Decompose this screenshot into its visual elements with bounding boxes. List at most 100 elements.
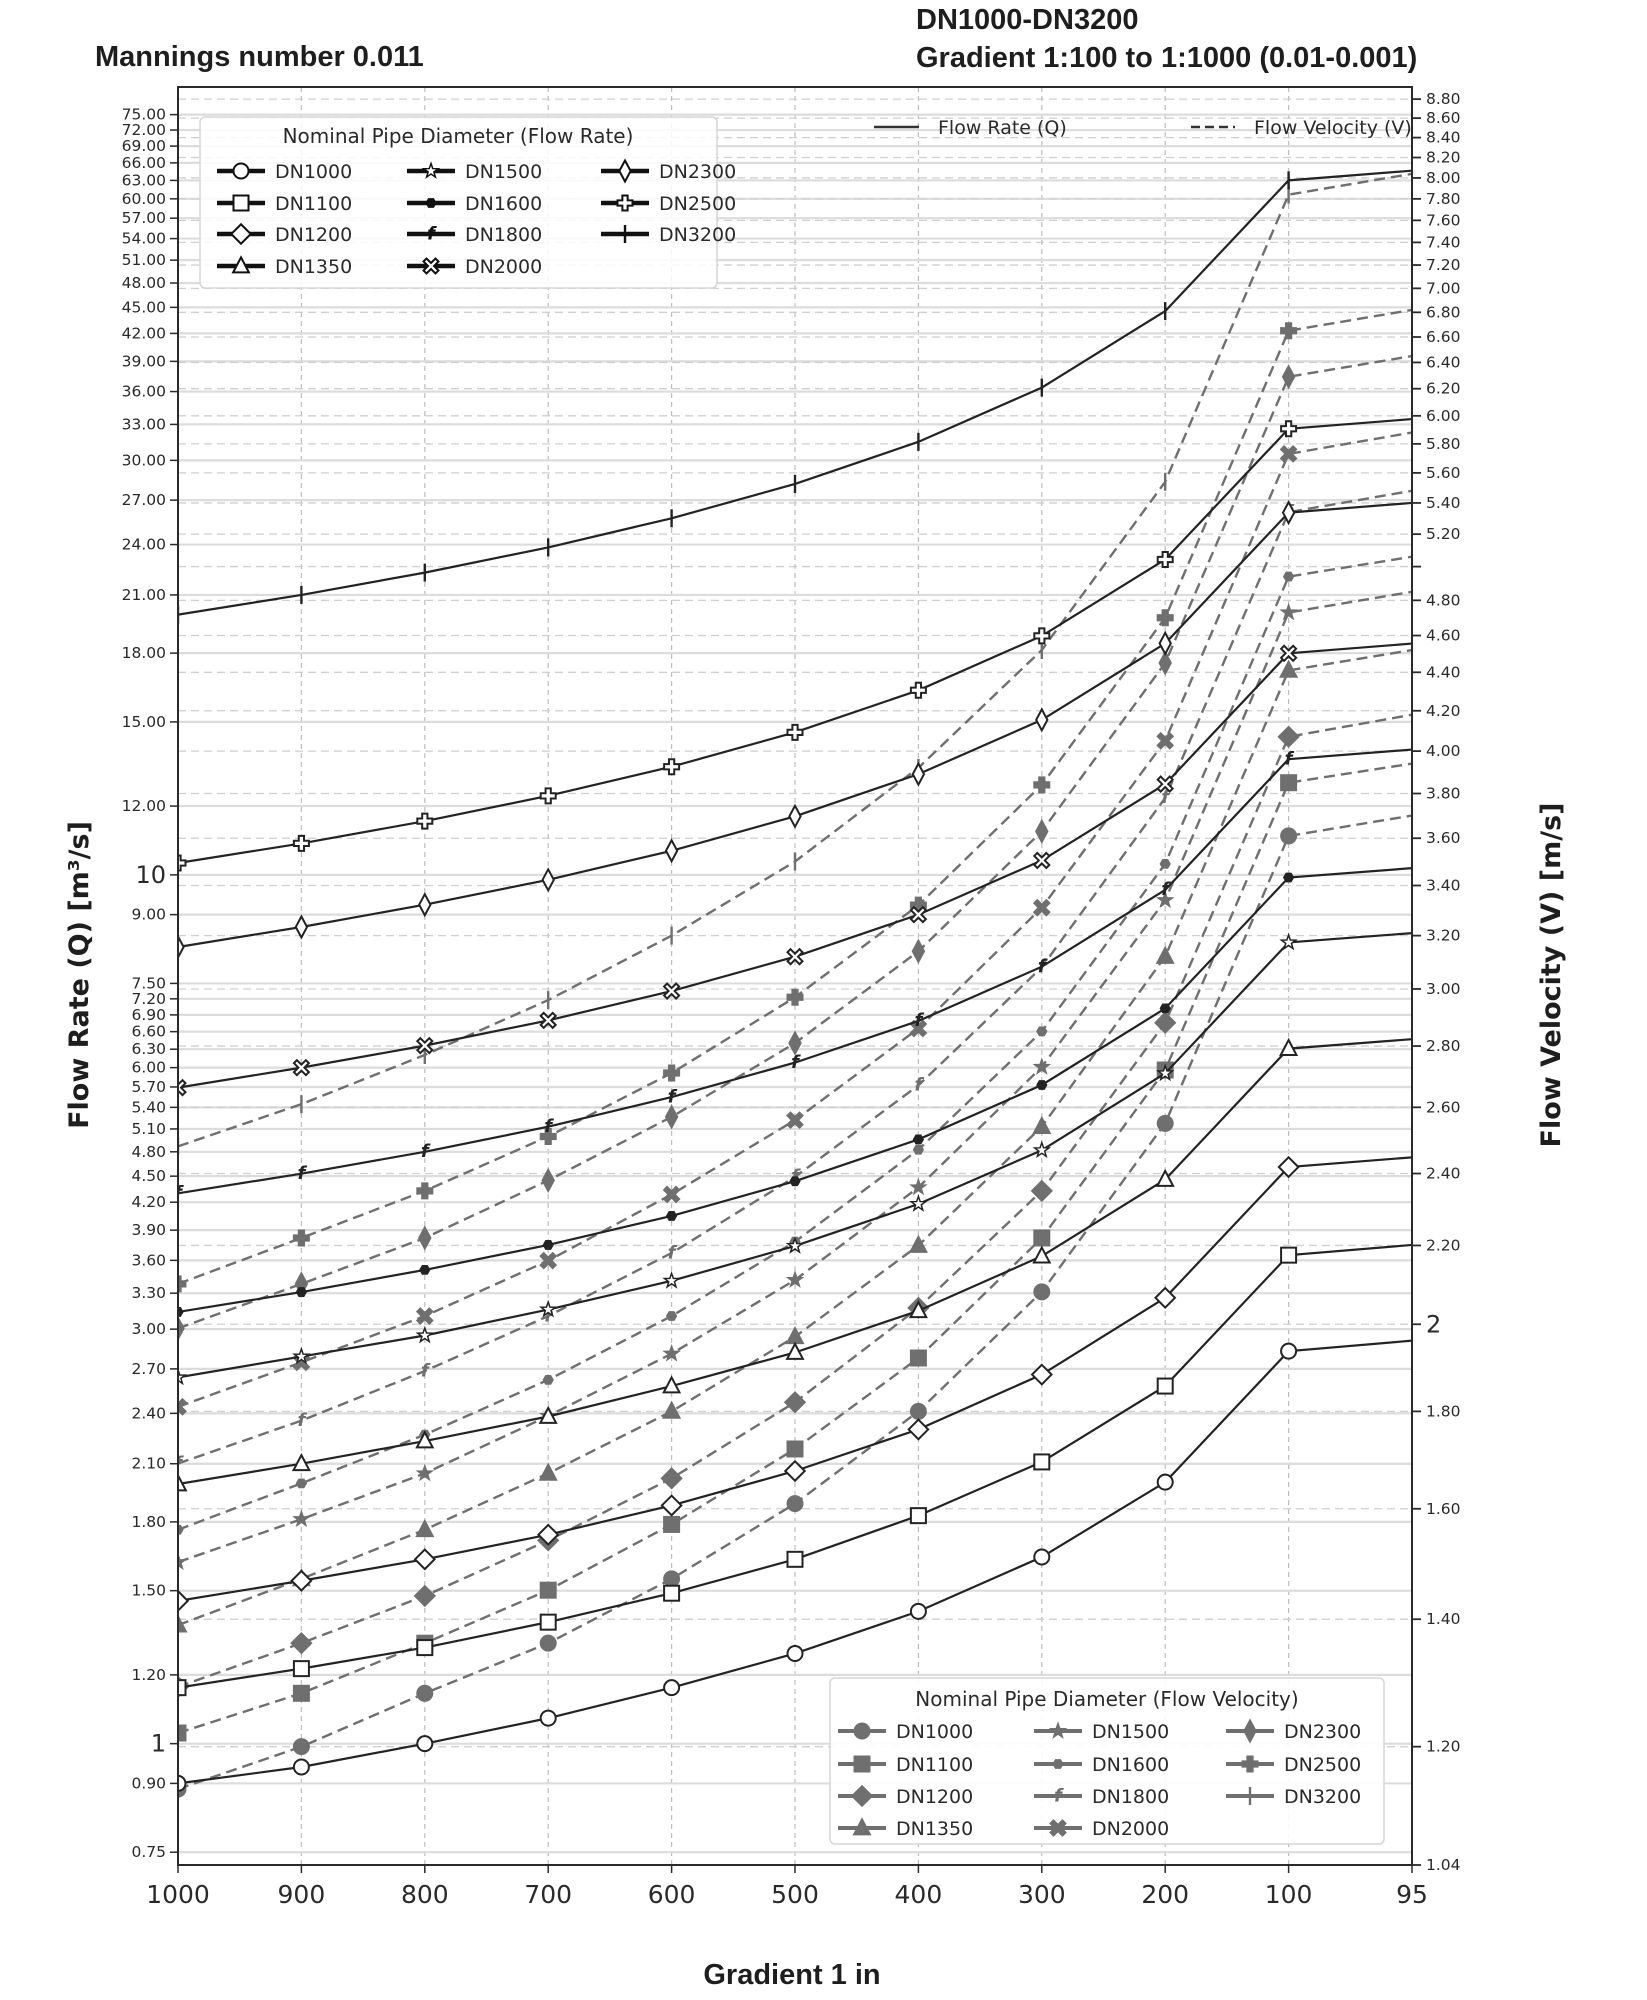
y2-tick-label: 6.60 (1426, 328, 1461, 346)
flow-rate-point (178, 854, 187, 872)
flow-rate-point (785, 1341, 805, 1360)
y2-tick-label: 3.40 (1426, 876, 1461, 894)
flow-rate-series-dn1100 (178, 1243, 1412, 1697)
flow-rate-point (415, 1325, 435, 1344)
y2-tick-label: 3.00 (1426, 980, 1461, 998)
legend-flow-velocity-title: Nominal Pipe Diameter (Flow Velocity) (915, 1687, 1298, 1711)
velocity-point (1279, 602, 1298, 621)
flow-rate-legend-marker (425, 198, 437, 208)
velocity-point (785, 1325, 805, 1345)
flow-rate-point (664, 838, 679, 864)
velocity-legend-label: DN1350 (896, 1818, 973, 1840)
flow-rate-point (1156, 1473, 1174, 1491)
velocity-point (292, 1509, 311, 1528)
y-tick-label: 6.90 (131, 1006, 166, 1024)
y2-tick-label: 2.80 (1426, 1037, 1461, 1055)
y2-tick-label: 6.20 (1426, 380, 1461, 398)
velocity-legend-marker (1241, 1755, 1259, 1773)
flow-rate-point (909, 1507, 927, 1525)
velocity-point (415, 1307, 434, 1325)
velocity-legend-marker (1243, 1718, 1257, 1744)
flow-rate-point (1158, 630, 1172, 656)
flow-rate-point (415, 1430, 435, 1449)
flow-rate-legend-label: DN2000 (465, 256, 542, 278)
y-tick-label: 18.00 (122, 644, 166, 662)
y-tick-label: 5.70 (131, 1078, 166, 1096)
flow-rate-legend-item: f DN1800 (407, 223, 542, 246)
velocity-point (1279, 444, 1298, 463)
flow-rate-legend-label: DN1600 (465, 193, 542, 215)
flow-rate-point (1033, 1548, 1051, 1566)
flow-rate-point (419, 1265, 431, 1275)
velocity-series-dn1000 (178, 814, 1412, 1798)
velocity-legend-label: DN3200 (1284, 1786, 1361, 1808)
y-tick-label: 33.00 (122, 415, 166, 433)
flow-rate-point (1281, 500, 1296, 526)
flow-rate-point (1156, 1377, 1174, 1395)
y2-tick-label: 8.40 (1426, 129, 1461, 147)
velocity-point (539, 1634, 557, 1652)
flow-rate-point (178, 1078, 187, 1097)
velocity-point (295, 1478, 308, 1489)
flow-rate-legend-marker (421, 161, 441, 179)
flow-rate-point (788, 803, 802, 829)
legend-flow-rate-title: Nominal Pipe Diameter (Flow Rate) (283, 124, 634, 148)
flow-rate-legend-marker (422, 257, 440, 275)
velocity-legend-item: DN2500 (1226, 1754, 1361, 1776)
flow-rate-point (1155, 1168, 1175, 1187)
legend-flow-rate: Nominal Pipe Diameter (Flow Rate) DN1000… (199, 116, 736, 289)
velocity-point (290, 1632, 313, 1655)
flow-rate-series-dn2500 (178, 417, 1412, 872)
flow-rate-point: f (1038, 956, 1048, 977)
legend-line-style: Flow Rate (Q) Flow Velocity (V) (874, 117, 1412, 139)
velocity-legend-item: DN1200 (838, 1784, 973, 1808)
y-tick-label: 24.00 (122, 536, 166, 554)
velocity-legend-label: DN2300 (1284, 1721, 1361, 1743)
flow-rate-legend-item: DN2000 (407, 256, 542, 278)
velocity-legend-item: DN2300 (1226, 1718, 1361, 1744)
flow-rate-point (909, 905, 928, 924)
flow-rate-legend-label: DN1100 (275, 193, 352, 215)
velocity-point (662, 1185, 681, 1204)
y-tick-label: 27.00 (122, 491, 166, 509)
velocity-point (539, 1251, 558, 1270)
flow-rate-point (909, 681, 927, 699)
flow-rate-legend-marker: f (427, 223, 437, 244)
y2-tick-label: 7.80 (1426, 190, 1461, 208)
chart-title-right-line2: Gradient 1:100 to 1:1000 (0.01-0.001) (916, 42, 1417, 74)
flow-rate-point (1033, 1453, 1051, 1471)
velocity-point (786, 1440, 804, 1458)
velocity-point (660, 1467, 683, 1490)
flow-rate-point (1032, 851, 1051, 870)
flow-rate-point (178, 1367, 188, 1386)
flow-rate-point (1033, 627, 1051, 645)
flow-rate-point (1030, 1363, 1053, 1386)
x-tick-label: 800 (401, 1880, 449, 1909)
flow-rate-point (538, 1299, 558, 1318)
velocity-point (416, 1182, 434, 1200)
y-tick-label: 63.00 (122, 171, 166, 189)
velocity-legend-label: DN1500 (1092, 1721, 1169, 1743)
y-tick-label: 4.20 (131, 1193, 166, 1211)
flow-rate-legend-label: DN1350 (275, 256, 352, 278)
velocity-point (539, 1127, 557, 1145)
flow-rate-point (416, 1735, 434, 1753)
y-tick-label: 6.30 (131, 1040, 166, 1058)
grid (177, 87, 1413, 1866)
y2-tick-label: 4.80 (1426, 591, 1461, 609)
velocity-point: f (544, 1305, 554, 1326)
flow-rate-legend-label: DN2300 (659, 161, 736, 183)
y2-tick-label: 7.20 (1426, 256, 1461, 274)
y-tick-label: 7.20 (131, 990, 166, 1008)
velocity-point (1277, 725, 1300, 748)
y-tick-label: 1 (151, 1730, 166, 1758)
flow-rate-series-dn1350 (178, 1037, 1412, 1492)
y-tick-label: 21.00 (122, 586, 166, 604)
x-tick-label: 400 (895, 1880, 943, 1909)
velocity-legend-item: DN3200 (1226, 1786, 1361, 1808)
y2-tick-label: 3.80 (1426, 785, 1461, 803)
velocity-legend-item: DN1500 (1034, 1721, 1169, 1743)
velocity-point (1154, 1011, 1177, 1034)
y-tick-label: 60.00 (122, 190, 166, 208)
velocity-point (662, 1400, 682, 1419)
